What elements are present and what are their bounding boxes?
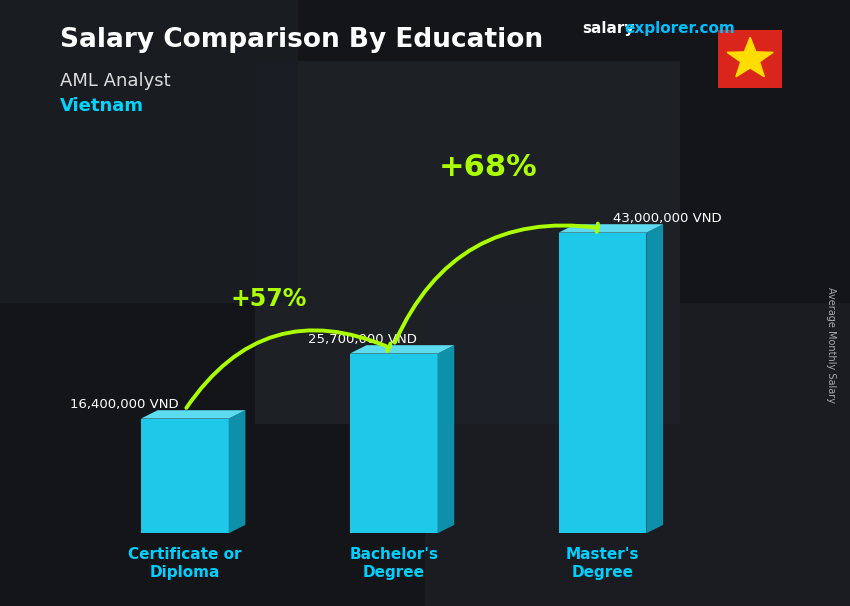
Bar: [255, 61, 680, 424]
Text: salary: salary: [582, 21, 635, 36]
Text: AML Analyst: AML Analyst: [60, 72, 170, 90]
Polygon shape: [350, 345, 454, 353]
Text: +68%: +68%: [439, 153, 537, 182]
Polygon shape: [229, 410, 246, 533]
Text: explorer.com: explorer.com: [625, 21, 735, 36]
Text: Salary Comparison By Education: Salary Comparison By Education: [60, 27, 542, 53]
Polygon shape: [727, 37, 774, 77]
Bar: [0, 0, 298, 303]
Text: Average Monthly Salary: Average Monthly Salary: [826, 287, 836, 404]
Polygon shape: [141, 419, 229, 533]
Polygon shape: [558, 233, 646, 533]
Polygon shape: [141, 410, 246, 419]
Polygon shape: [558, 224, 663, 233]
Polygon shape: [646, 224, 663, 533]
Bar: [425, 303, 850, 606]
Text: Vietnam: Vietnam: [60, 97, 144, 115]
Text: +57%: +57%: [230, 287, 307, 311]
Polygon shape: [350, 353, 438, 533]
Polygon shape: [438, 345, 454, 533]
Text: 25,700,000 VND: 25,700,000 VND: [308, 333, 416, 346]
Text: 43,000,000 VND: 43,000,000 VND: [613, 212, 722, 225]
Text: 16,400,000 VND: 16,400,000 VND: [70, 398, 178, 411]
